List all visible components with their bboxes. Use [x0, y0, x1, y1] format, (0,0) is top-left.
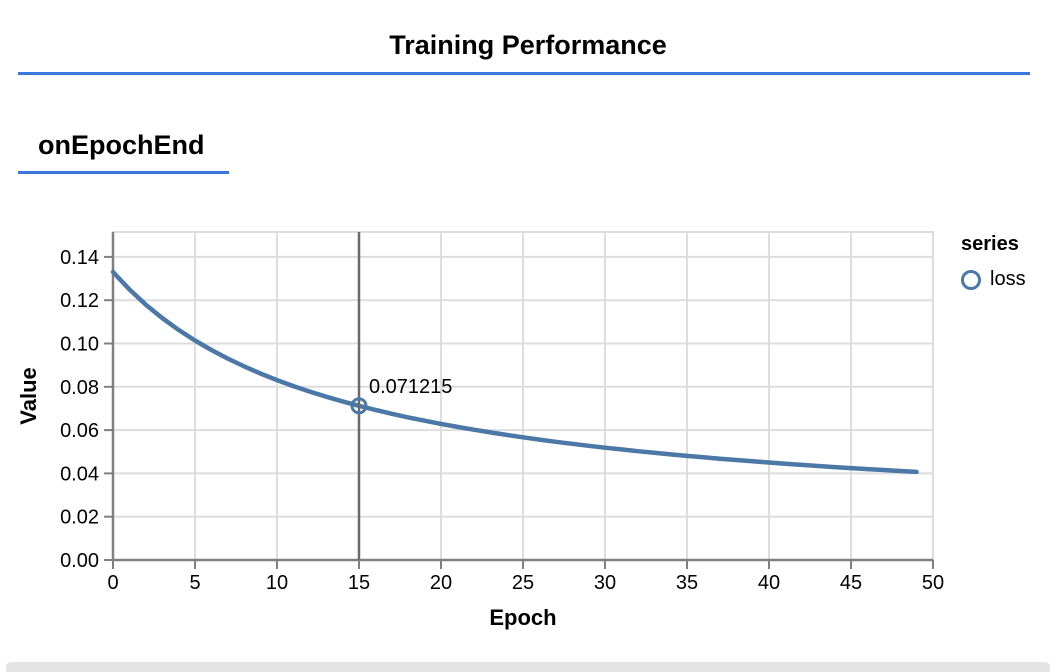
section-title: onEpochEnd: [38, 130, 205, 160]
x-tick-label: 5: [189, 572, 200, 594]
circle-outline-icon: [961, 269, 981, 290]
legend-item-label: loss: [990, 268, 1026, 290]
legend-title: series: [961, 233, 1019, 255]
y-tick-label: 0.06: [60, 420, 99, 442]
y-tick-label: 0.10: [60, 333, 99, 355]
y-tick-label: 0.02: [60, 507, 99, 529]
next-surface-edge: [6, 662, 1050, 672]
x-tick-label: 20: [430, 572, 452, 594]
loss-line: [110, 269, 919, 475]
x-tick-label: 35: [676, 572, 698, 594]
highlight-point-marker: [350, 397, 368, 415]
y-tick-label: 0.08: [60, 377, 99, 399]
title-underline: [18, 72, 1030, 75]
x-tick-label: 30: [594, 572, 616, 594]
y-tick-label: 0.14: [60, 247, 99, 269]
x-tick-label: 0: [107, 572, 118, 594]
x-tick-label: 45: [840, 572, 862, 594]
x-axis-title: Epoch: [489, 605, 556, 630]
y-tick-label: 0.12: [60, 290, 99, 312]
page-title: Training Performance: [389, 30, 667, 60]
y-tick-label: 0.04: [60, 463, 99, 485]
x-tick-label: 50: [922, 572, 944, 594]
x-tick-label: 40: [758, 572, 780, 594]
chart-legend: series loss: [961, 233, 1026, 291]
x-tick-label: 25: [512, 572, 534, 594]
y-axis-title: Value: [16, 367, 41, 424]
x-tick-label: 15: [348, 572, 370, 594]
y-tick-label: 0.00: [60, 550, 99, 572]
legend-item-loss: loss: [961, 268, 1026, 291]
x-tick-label: 10: [266, 572, 288, 594]
tooltip-value: 0.071215: [369, 376, 452, 398]
section-underline: [18, 171, 229, 174]
